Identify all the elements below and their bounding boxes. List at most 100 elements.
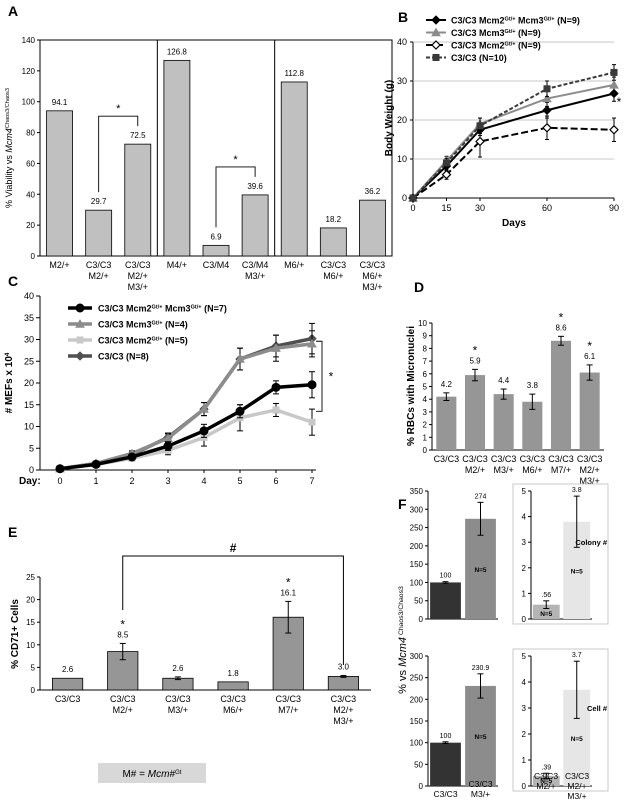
panel-a-bar xyxy=(359,199,386,257)
panel-b-point xyxy=(542,122,552,133)
panel-letter-d: D xyxy=(414,279,424,295)
panel-d-ytick-label: 10 xyxy=(418,319,427,328)
panel-c-legend-label-part: (N=7) xyxy=(202,304,227,314)
panel-c-point xyxy=(307,380,317,390)
panel-f-right-bottom-frame xyxy=(512,648,609,792)
panel-d-value-label: 4.4 xyxy=(498,376,510,385)
panel-a-xlabel: M6/+ xyxy=(362,271,382,281)
panel-a-ytick-label: 0 xyxy=(31,252,36,261)
panel-f-right-bottom-caption: Cell # xyxy=(587,704,608,713)
panel-c-xtick-label: 5 xyxy=(237,476,242,486)
panel-a-ylabel-part: % Viability vs xyxy=(4,153,14,208)
panel-b-point xyxy=(609,88,619,99)
panel-a-value-label: 6.9 xyxy=(210,232,222,241)
panel-b-xtick-label: 90 xyxy=(609,203,619,213)
panel-b-ytick-label: 30 xyxy=(397,76,407,86)
panel-c-point xyxy=(235,406,245,416)
panel-a-xlabel: C3/C3 xyxy=(321,260,347,270)
panel-f-right-top-caption: Colony # xyxy=(575,538,607,547)
panel-f-right-bottom-ytick-label: 4 xyxy=(522,678,527,687)
panel-b-legend-label-part: (N=9) xyxy=(555,16,580,26)
panel-e-ytick-label: 5 xyxy=(31,663,36,672)
panel-d-value-label: 8.6 xyxy=(555,323,567,332)
panel-c-point xyxy=(308,418,316,426)
panel-a-xlabel: M6/+ xyxy=(284,260,304,270)
panel-e-xlabel: C3/C3 xyxy=(220,694,246,704)
panel-c-legend-label: C3/C3 (N=8) xyxy=(98,352,149,362)
panel-b-xtick-label: 15 xyxy=(441,203,451,213)
panel-a-bar xyxy=(319,227,347,257)
panel-b-point xyxy=(409,194,417,202)
panel-c-legend-label-part: C3/C3 (N=8) xyxy=(98,352,149,362)
panel-a-sig-star: * xyxy=(116,103,121,115)
panel-a-value-label: 72.5 xyxy=(130,131,146,140)
panel-d-bar xyxy=(550,340,572,450)
panel-e-bar xyxy=(327,676,359,691)
panel-b-legend-label-part: C3/C3 Mcm3 xyxy=(451,28,505,38)
panel-d-xlabel: M2/+ xyxy=(465,465,485,475)
panel-c-ylabel: # MEFs x 104 xyxy=(4,352,16,413)
panel-letter-f: F xyxy=(398,496,407,512)
panel-c-ytick-label: 20 xyxy=(24,378,34,388)
panel-e-xlabel: M3/+ xyxy=(333,716,353,726)
panel-d-value-label: 6.1 xyxy=(584,352,596,361)
panel-f-left-bottom-bar xyxy=(465,685,496,786)
panel-e-footnote-part: Mcm# xyxy=(148,769,176,780)
panel-a-ytick-label: 40 xyxy=(26,190,35,199)
panel-e-value-label: 8.5 xyxy=(117,630,129,639)
panel-a-xlabel: C3/M4 xyxy=(203,260,230,270)
panel-e-xlabel: C3/C3 xyxy=(275,694,301,704)
panel-a-sig-star: * xyxy=(233,154,238,166)
panel-b-point xyxy=(476,122,484,130)
panel-f-right-bottom-value-label: .39 xyxy=(541,764,551,771)
panel-f-left-bottom-ytick-label: 50 xyxy=(414,760,423,769)
panel-a-bar xyxy=(241,194,269,257)
panel-e-xlabel: M2/+ xyxy=(113,705,133,715)
panel-b-xtick-label: 0 xyxy=(410,203,415,213)
panel-d-sig-star: * xyxy=(587,339,592,353)
panel-b-legend-marker xyxy=(432,54,440,61)
panel-a-value-label: 29.7 xyxy=(91,197,107,206)
panel-f-xlabel: M3/+ xyxy=(471,789,490,799)
panel-b-point xyxy=(609,124,619,135)
panel-c-xtick-label: 0 xyxy=(57,476,62,486)
panel-e-xlabel: C3/C3 xyxy=(110,694,136,704)
panel-e-xlabel: C3/C3 xyxy=(55,694,81,704)
panel-b-legend-label-part: C3/C3 Mcm2 xyxy=(451,16,505,26)
panel-d-bar xyxy=(579,372,600,450)
panel-c-point xyxy=(199,404,209,413)
panel-a-ytick-label: 60 xyxy=(26,159,35,168)
panel-a-bar xyxy=(85,209,113,257)
panel-c-xtick-label: 1 xyxy=(93,476,98,486)
panel-a-xlabel: M4/+ xyxy=(167,260,187,270)
panel-f-right-top-ytick-label: 5 xyxy=(522,487,527,496)
panel-c-ylabel-part: # MEFs x 10 xyxy=(4,356,15,414)
panel-a-xlabel: M6/+ xyxy=(323,271,343,281)
panel-a-ylabel: % Viability vs Mcm4Chaos3/Chaos3 xyxy=(4,88,14,208)
panel-f-ylabel-part: Chaos3/Chaos3 xyxy=(398,586,405,637)
panel-f-right-top-n-label: N=5 xyxy=(540,611,552,618)
panel-d-ytick-label: 0 xyxy=(423,446,428,455)
panel-f-right-bottom-bar xyxy=(532,775,560,786)
panel-e-bar xyxy=(52,677,84,691)
panel-b-ytick-label: 10 xyxy=(397,154,407,164)
panel-c-series-line xyxy=(59,342,313,471)
panel-f-right-top-ytick-label: 1 xyxy=(522,589,527,598)
panel-c-point xyxy=(163,441,173,451)
panel-b-point xyxy=(475,136,485,147)
panel-c-point xyxy=(91,459,101,469)
panel-c-ytick-label: 5 xyxy=(29,443,34,453)
panel-a-xlabel: C3/C3 xyxy=(86,260,112,270)
panel-a-bar xyxy=(202,244,230,257)
panel-b-legend-label-part: (N=9) xyxy=(516,41,541,51)
panel-a-xlabel: C3/C3 xyxy=(360,260,386,270)
panel-c-ylabel-part: 4 xyxy=(4,352,11,356)
panel-e-sig-star: * xyxy=(120,617,125,631)
panel-c-legend-label-part: Gt/+ xyxy=(152,321,164,327)
panel-d-xlabel: C3/C3 xyxy=(520,454,546,464)
panel-f-right-top-frame xyxy=(512,483,609,625)
panel-a-value-label: 112.8 xyxy=(285,69,305,78)
panel-letter-b: B xyxy=(398,9,408,25)
panel-b-legend-label: C3/C3 Mcm2Gt/+ (N=9) xyxy=(451,41,541,51)
panel-f-xlabel: C3/C3 xyxy=(534,771,558,781)
